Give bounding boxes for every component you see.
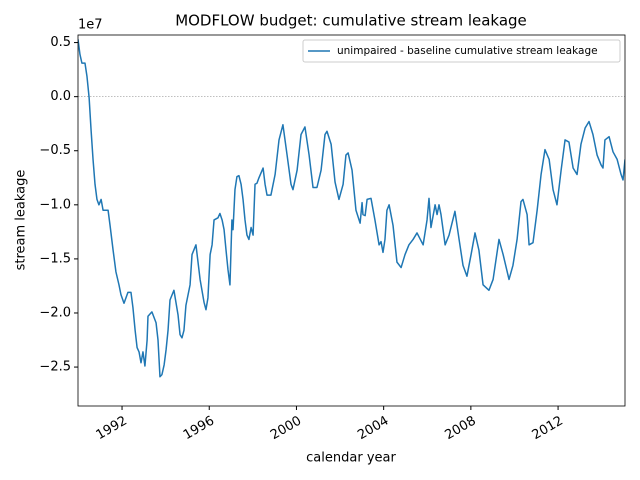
y-tick-label: −1.5 [39, 251, 71, 266]
y-tick-label: −1.0 [39, 197, 71, 212]
y-tick-label: 0.0 [50, 89, 71, 104]
y-tick-label: 0.5 [50, 35, 71, 50]
data-line [78, 39, 625, 378]
plot-area [78, 39, 625, 378]
legend-label: unimpaired - baseline cumulative stream … [337, 45, 598, 57]
y-tick-label: −2.5 [39, 360, 71, 375]
y-axis-label: stream leakage [14, 170, 29, 271]
y-tick-label: −2.0 [39, 305, 71, 320]
x-axis-label: calendar year [306, 451, 396, 466]
y-tick-label: −0.5 [39, 143, 71, 158]
legend-box [302, 39, 621, 63]
axes-frame [77, 34, 626, 407]
chart-title: MODFLOW budget: cumulative stream leakag… [175, 12, 527, 30]
y-offset-label: 1e7 [78, 18, 103, 33]
